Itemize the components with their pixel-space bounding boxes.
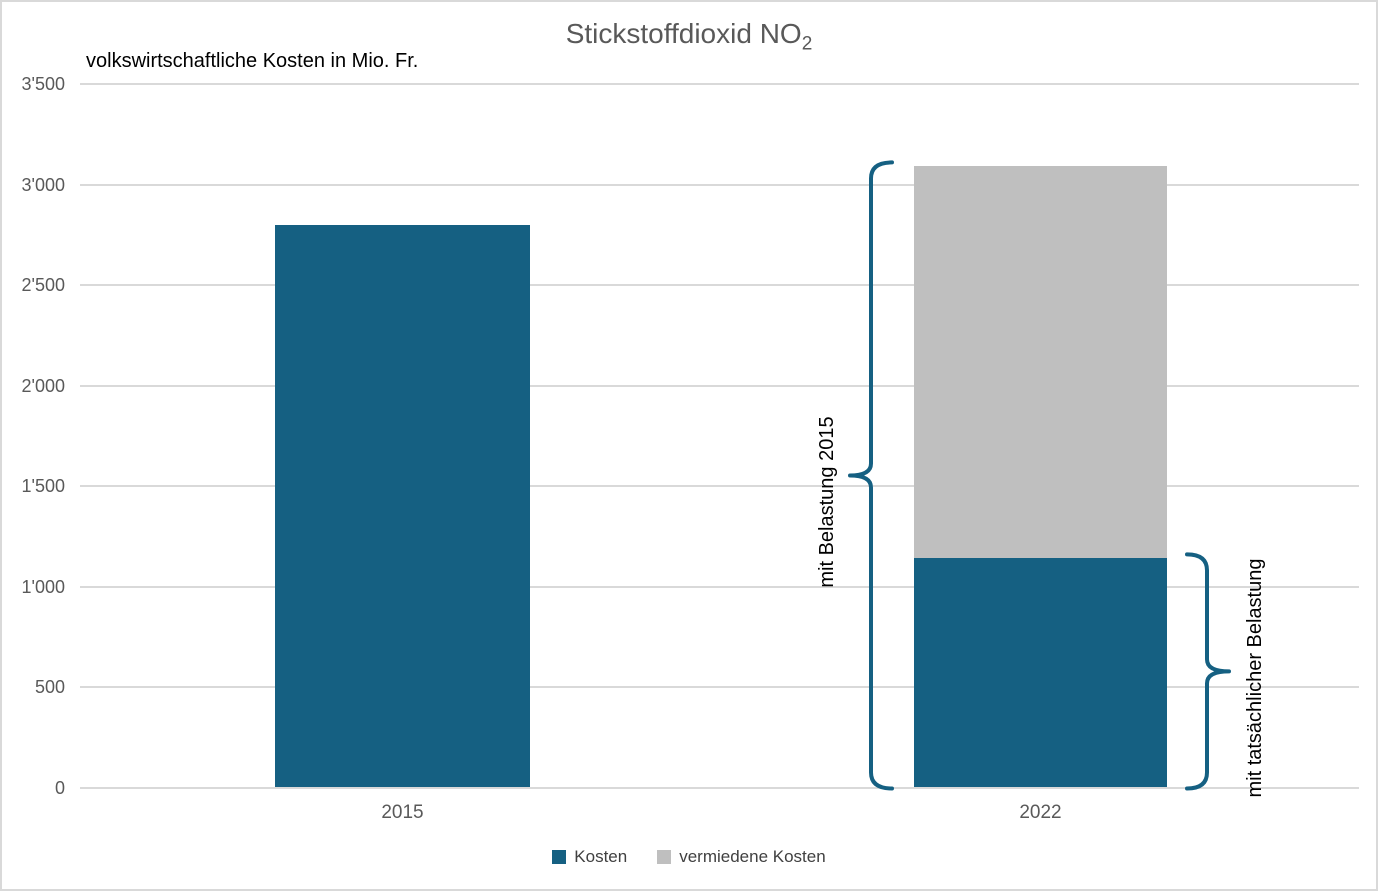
chart-title-text: Stickstoffdioxid NO [565,18,802,49]
legend-label-kosten: Kosten [574,847,628,866]
y-tick-label: 2'000 [21,375,65,396]
gridline-2'000 [80,384,1359,387]
gridline-3'000 [80,183,1359,186]
legend-item-kosten: Kosten [552,847,627,867]
gridline-500 [80,686,1359,688]
y-tick-label: 3'000 [21,174,65,195]
legend-swatch-vermiedene-kosten [657,850,672,864]
y-tick-label: 1'500 [21,476,65,496]
chart-title-subscript: 2 [801,33,813,55]
gridline-0 [80,786,1359,789]
chart-title: Stickstoffdioxid NO2 [2,18,1376,56]
annotation-mit-tatsaechlicher-belastung: mit tatsächlicher Belastung [1244,558,1266,798]
x-category-label-2015: 2015 [381,802,424,823]
y-tick-label: 2'500 [21,275,65,295]
legend: Kosten vermiedene Kosten [2,845,1376,869]
gridline-3'500 [80,83,1359,85]
gridline-1'000 [80,585,1359,588]
y-tick-label: 3'500 [21,74,65,94]
curly-brace-left [848,160,894,791]
curly-brace-right [1185,552,1231,791]
bar-2022-vermiedene-kosten [914,166,1167,559]
gridline-1'500 [80,485,1359,487]
axis-caption: volkswirtschaftliche Kosten in Mio. Fr. [86,50,419,72]
bar-2022-kosten [914,558,1167,788]
y-tick-label: 0 [54,777,65,798]
legend-item-vermiedene-kosten: vermiedene Kosten [657,847,826,867]
annotation-mit-belastung-2015: mit Belastung 2015 [816,416,838,588]
y-tick-label: 500 [34,677,65,697]
legend-swatch-kosten [552,850,567,864]
y-tick-label: 1'000 [21,576,65,597]
legend-label-vermiedene-kosten: vermiedene Kosten [679,847,826,866]
x-category-label-2022: 2022 [1019,802,1062,823]
gridline-2'500 [80,284,1359,286]
bar-2015-kosten [275,224,530,788]
